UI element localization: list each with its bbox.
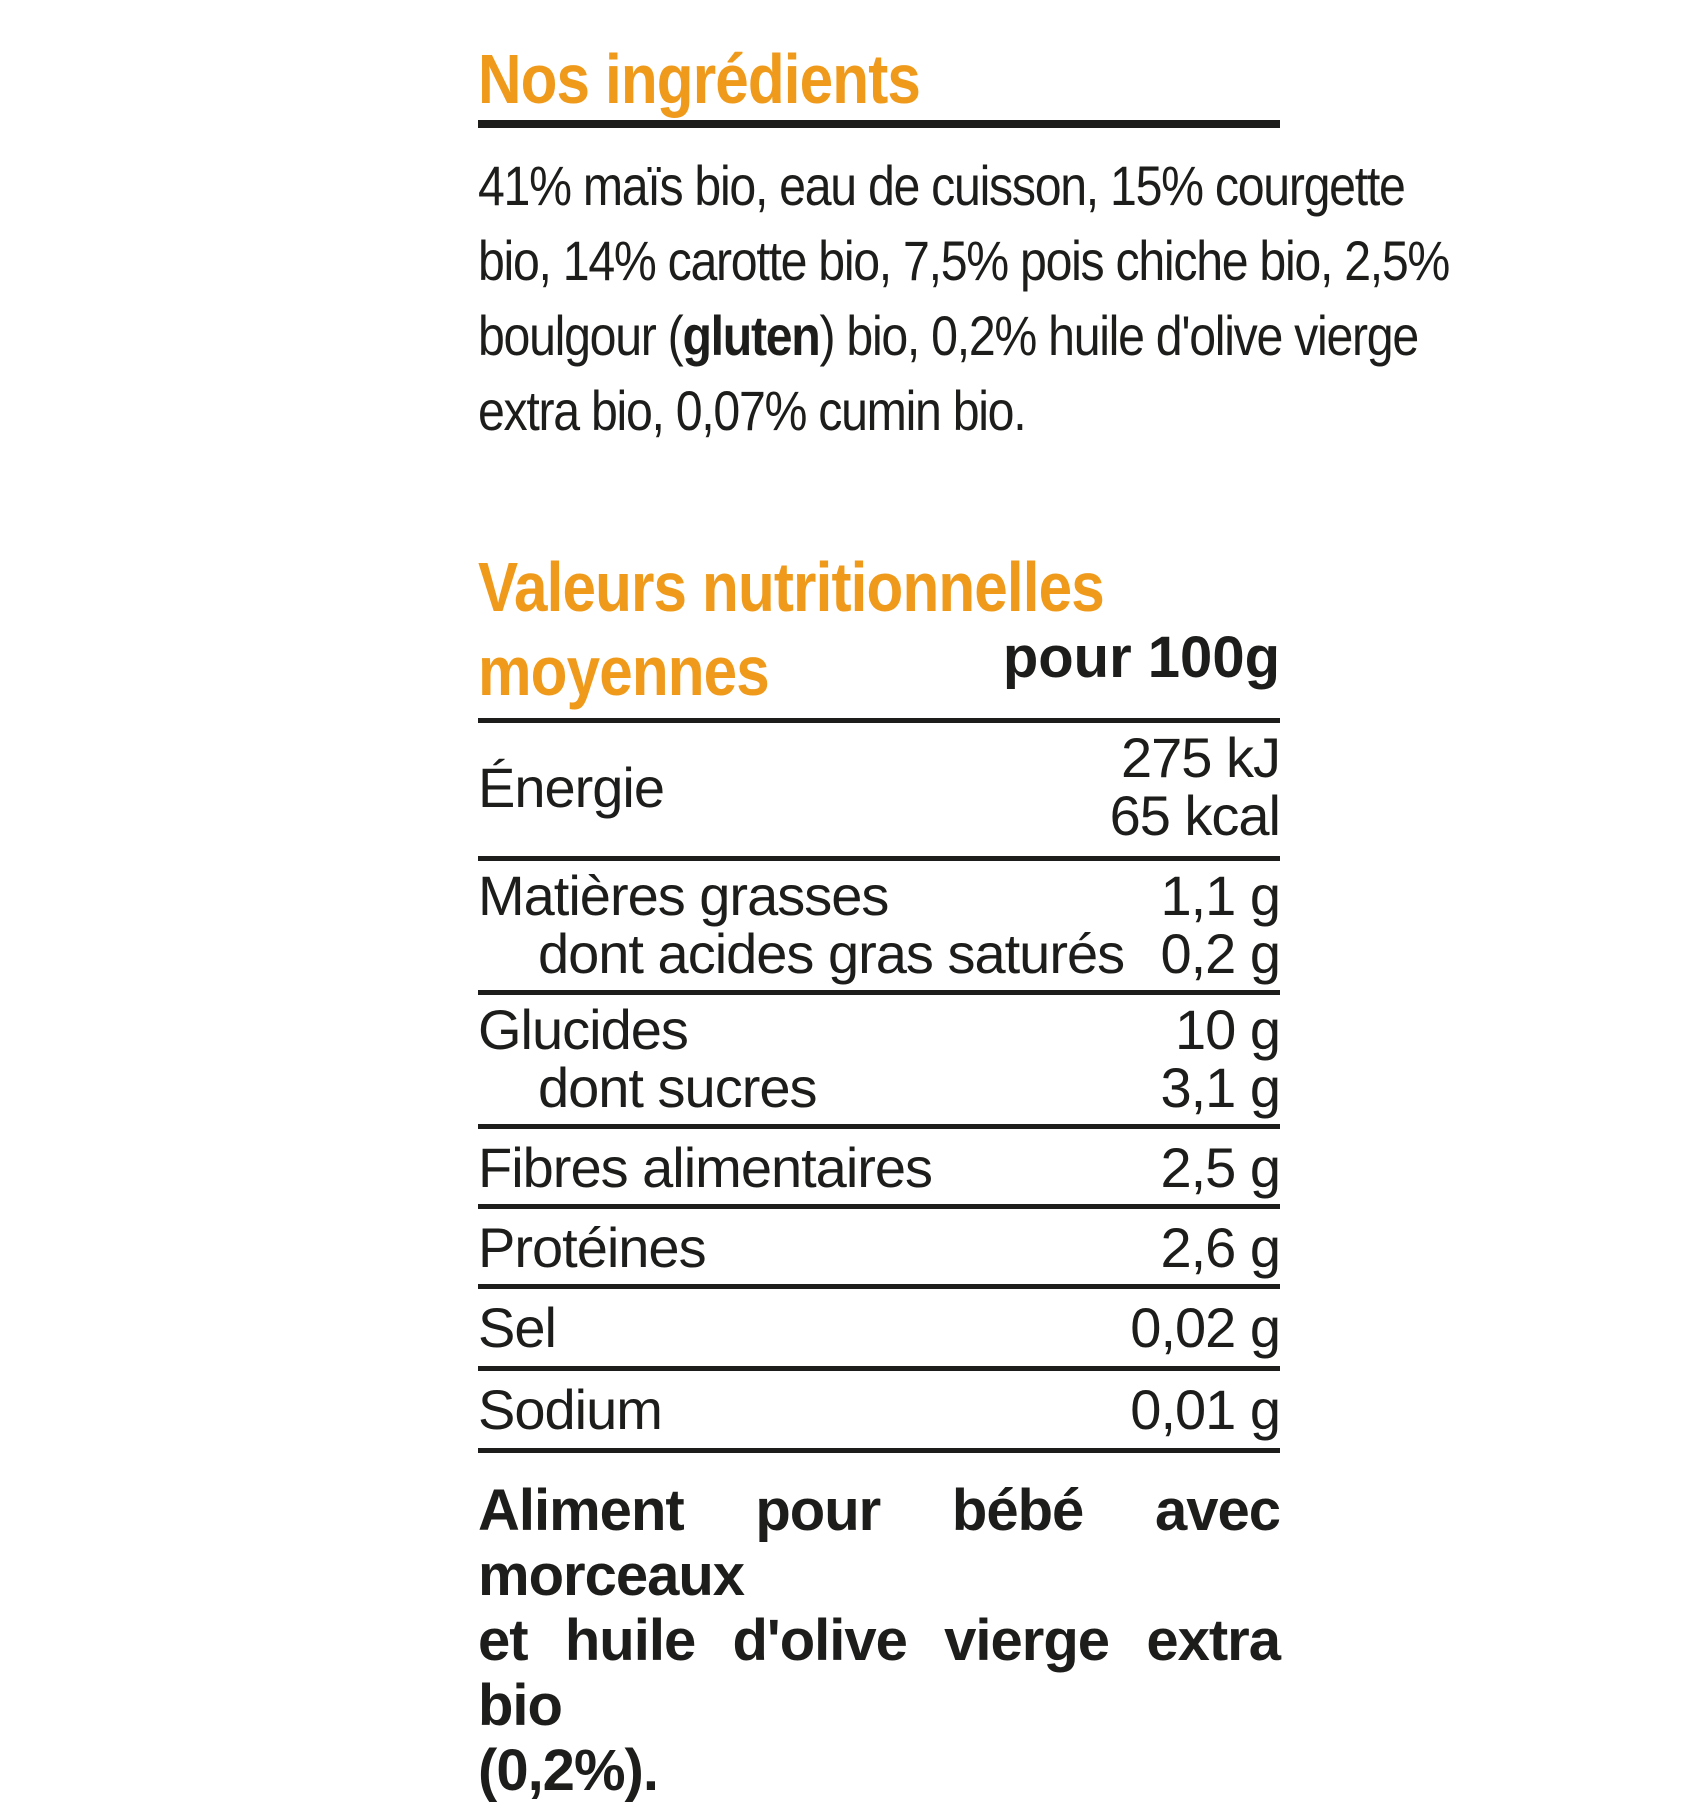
nutrition-label: Glucides <box>478 998 689 1061</box>
nutrition-divider <box>478 1366 1280 1371</box>
ingredients-line-gluten: boulgour (gluten) bio, 0,2% huile d'oliv… <box>478 304 1419 367</box>
nutrition-row-sodium: Sodium 0,01 g <box>478 1372 1281 1448</box>
nutrition-row-fibre: Fibres alimentaires 2,5 g <box>478 1130 1281 1204</box>
nutrition-row-protein: Protéines 2,6 g <box>478 1210 1281 1284</box>
nutrition-divider <box>478 856 1280 861</box>
ingredients-list: 41% maïs bio, eau de cuisson, 15% courge… <box>478 148 1450 448</box>
nutrition-value: 3,1 g <box>1160 1056 1281 1119</box>
nutrition-divider <box>478 718 1280 723</box>
nutrition-divider <box>478 990 1280 995</box>
nutrition-divider <box>478 1448 1280 1453</box>
nutrition-value: 0,2 g <box>1160 922 1281 985</box>
nutrition-label: Protéines <box>478 1216 707 1279</box>
nutrition-row-fat: Matières grasses 1,1 g dont acides gras … <box>478 862 1281 990</box>
nutrition-divider <box>478 1204 1280 1209</box>
nutrition-heading: Valeurs nutritionnelles moyennes <box>478 545 1252 713</box>
nutrition-label: Fibres alimentaires <box>478 1136 933 1199</box>
nutrition-label: Énergie <box>478 756 665 819</box>
nutrition-label: Sel <box>478 1296 557 1359</box>
nutrition-label: Sodium <box>478 1378 663 1441</box>
ingredients-line: extra bio, 0,07% cumin bio. <box>478 379 1027 442</box>
ingredients-heading: Nos ingrédients <box>478 40 921 118</box>
nutrition-row-salt: Sel 0,02 g <box>478 1290 1281 1366</box>
nutrition-row-energy: Énergie 275 kJ 65 kcal <box>478 724 1281 856</box>
nutrition-divider <box>478 1124 1280 1129</box>
nutrition-row-carbs: Glucides 10 g dont sucres 3,1 g <box>478 996 1281 1124</box>
nutrition-value: 275 kJ <box>1121 726 1281 789</box>
nutrition-label: Matières grasses <box>478 864 889 927</box>
ingredients-section-header: Nos ingrédients <box>478 38 1280 130</box>
nutrition-sublabel: dont sucres <box>538 1056 817 1119</box>
product-description-line: Aliment pour bébé avec morceaux <box>478 1478 1281 1608</box>
ingredients-line: bio, 14% carotte bio, 7,5% pois chiche b… <box>478 229 1450 292</box>
nutrition-heading-line2: moyennes <box>478 632 770 710</box>
nutrition-value: 65 kcal <box>1109 784 1281 847</box>
nutrition-value: 1,1 g <box>1160 864 1281 927</box>
nutrition-heading-line1: Valeurs nutritionnelles <box>478 548 1105 626</box>
nutrition-value: 2,6 g <box>1160 1216 1281 1279</box>
nutrition-value: 10 g <box>1175 998 1281 1061</box>
nutrition-divider <box>478 1284 1280 1289</box>
product-description-line: (0,2%). <box>478 1738 659 1803</box>
nutrition-value: 0,02 g <box>1130 1296 1281 1359</box>
ingredients-line: 41% maïs bio, eau de cuisson, 15% courge… <box>478 154 1406 217</box>
nutrition-per-100g: pour 100g <box>1002 625 1280 690</box>
allergen-highlight: gluten <box>682 304 820 367</box>
product-description-line: et huile d'olive vierge extra bio <box>478 1608 1281 1738</box>
nutrition-value: 2,5 g <box>1160 1136 1281 1199</box>
product-description: Aliment pour bébé avec morceaux et huile… <box>478 1478 1281 1803</box>
nutrition-value: 0,01 g <box>1130 1378 1281 1441</box>
ingredients-divider <box>478 120 1280 128</box>
nutrition-sublabel: dont acides gras saturés <box>538 922 1125 985</box>
